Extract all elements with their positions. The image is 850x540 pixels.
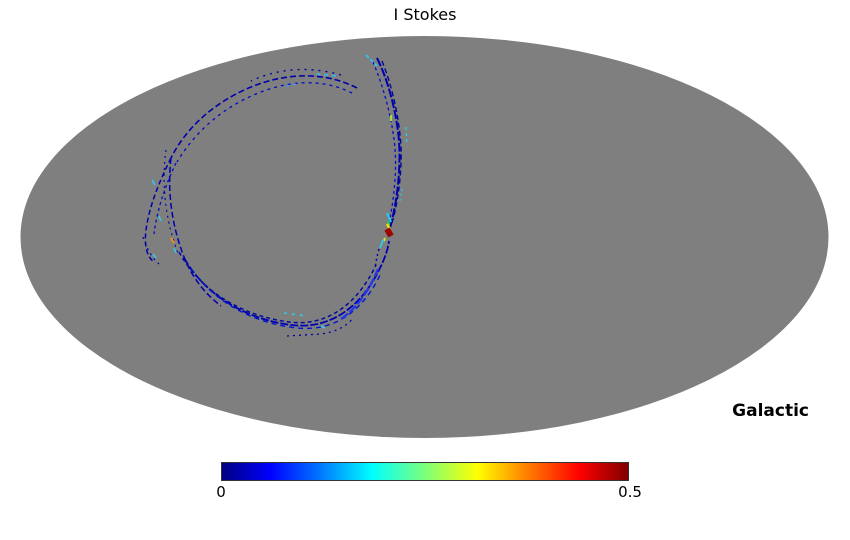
- scan-track: [386, 220, 391, 226]
- scan-track: [173, 247, 177, 254]
- scan-track: [170, 237, 175, 244]
- scan-track: [384, 227, 394, 238]
- scan-track: [379, 239, 384, 249]
- scan-track: [168, 157, 222, 307]
- colorbar-min-label: 0: [216, 483, 226, 501]
- scan-track: [365, 54, 378, 67]
- plot-title: I Stokes: [393, 5, 457, 24]
- scan-tracks: [142, 54, 408, 337]
- scan-track: [381, 60, 402, 227]
- scan-track: [340, 268, 380, 320]
- scan-track: [153, 162, 177, 235]
- scan-track: [158, 215, 162, 222]
- scan-track: [151, 179, 156, 186]
- scan-track: [183, 240, 390, 327]
- scan-track: [281, 83, 297, 88]
- coordinate-system-label: Galactic: [732, 401, 809, 421]
- scan-track: [170, 75, 358, 159]
- sky-ellipse: [20, 36, 829, 438]
- scan-track: [374, 248, 380, 269]
- colorbar: [221, 462, 629, 481]
- scan-track: [372, 61, 397, 228]
- scan-track: [190, 268, 382, 330]
- scan-track: [320, 325, 326, 329]
- mollweide-sky-map: [20, 36, 829, 438]
- scan-track: [385, 212, 393, 223]
- scan-track: [178, 251, 377, 324]
- scan-track: [144, 157, 172, 263]
- scan-track: [176, 82, 353, 163]
- scan-track: [286, 317, 354, 337]
- scan-track: [316, 73, 337, 77]
- scan-track: [376, 57, 401, 229]
- scan-track: [163, 149, 180, 257]
- colorbar-max-label: 0.5: [618, 483, 642, 501]
- scan-track: [399, 188, 403, 202]
- scan-track: [383, 237, 386, 242]
- scan-track: [152, 253, 157, 259]
